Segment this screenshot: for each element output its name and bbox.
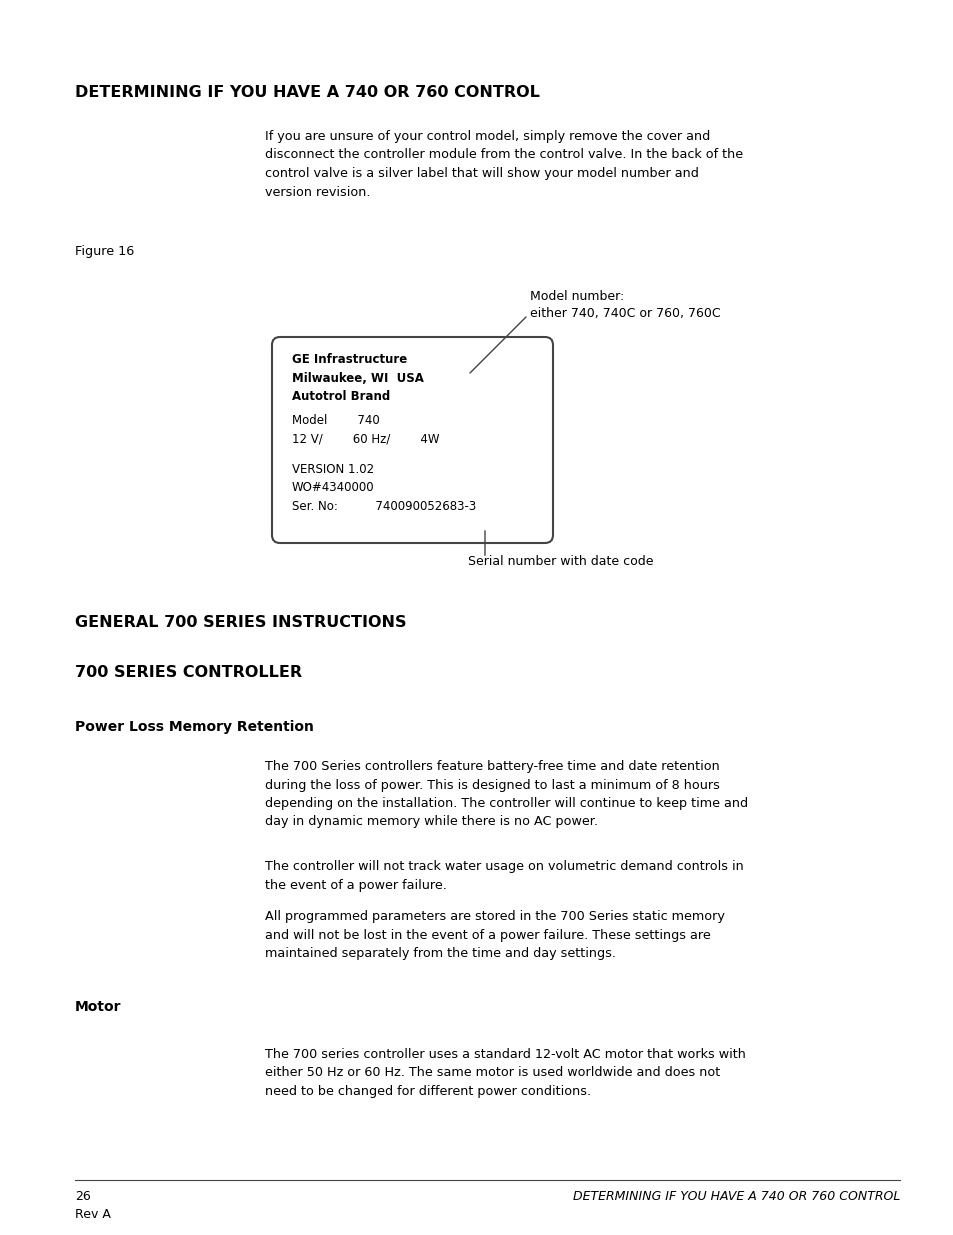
Text: Motor: Motor: [75, 1000, 121, 1014]
Text: The controller will not track water usage on volumetric demand controls in
the e: The controller will not track water usag…: [265, 860, 743, 892]
Text: The 700 Series controllers feature battery-free time and date retention
during t: The 700 Series controllers feature batte…: [265, 760, 747, 829]
Text: 700 SERIES CONTROLLER: 700 SERIES CONTROLLER: [75, 664, 302, 680]
Text: 12 V/        60 Hz/        4W: 12 V/ 60 Hz/ 4W: [292, 432, 439, 445]
Text: DETERMINING IF YOU HAVE A 740 OR 760 CONTROL: DETERMINING IF YOU HAVE A 740 OR 760 CON…: [75, 85, 539, 100]
Text: Figure 16: Figure 16: [75, 245, 134, 258]
Text: VERSION 1.02: VERSION 1.02: [292, 462, 374, 475]
Text: All programmed parameters are stored in the 700 Series static memory
and will no: All programmed parameters are stored in …: [265, 910, 724, 960]
Text: Model number:
either 740, 740C or 760, 760C: Model number: either 740, 740C or 760, 7…: [530, 290, 720, 320]
Text: Power Loss Memory Retention: Power Loss Memory Retention: [75, 720, 314, 734]
Text: The 700 series controller uses a standard 12-volt AC motor that works with
eithe: The 700 series controller uses a standar…: [265, 1049, 745, 1098]
Text: DETERMINING IF YOU HAVE A 740 OR 760 CONTROL: DETERMINING IF YOU HAVE A 740 OR 760 CON…: [572, 1191, 899, 1203]
Text: Ser. No:          740090052683-3: Ser. No: 740090052683-3: [292, 499, 476, 513]
FancyBboxPatch shape: [272, 337, 553, 543]
Text: 26
Rev A: 26 Rev A: [75, 1191, 111, 1221]
Text: GE Infrastructure: GE Infrastructure: [292, 353, 407, 366]
Text: Serial number with date code: Serial number with date code: [468, 555, 653, 568]
Text: If you are unsure of your control model, simply remove the cover and
disconnect : If you are unsure of your control model,…: [265, 130, 742, 199]
Text: WO#4340000: WO#4340000: [292, 480, 375, 494]
Text: Autotrol Brand: Autotrol Brand: [292, 390, 390, 403]
Text: Model        740: Model 740: [292, 414, 379, 426]
Text: GENERAL 700 SERIES INSTRUCTIONS: GENERAL 700 SERIES INSTRUCTIONS: [75, 615, 406, 630]
Text: Milwaukee, WI  USA: Milwaukee, WI USA: [292, 372, 423, 384]
